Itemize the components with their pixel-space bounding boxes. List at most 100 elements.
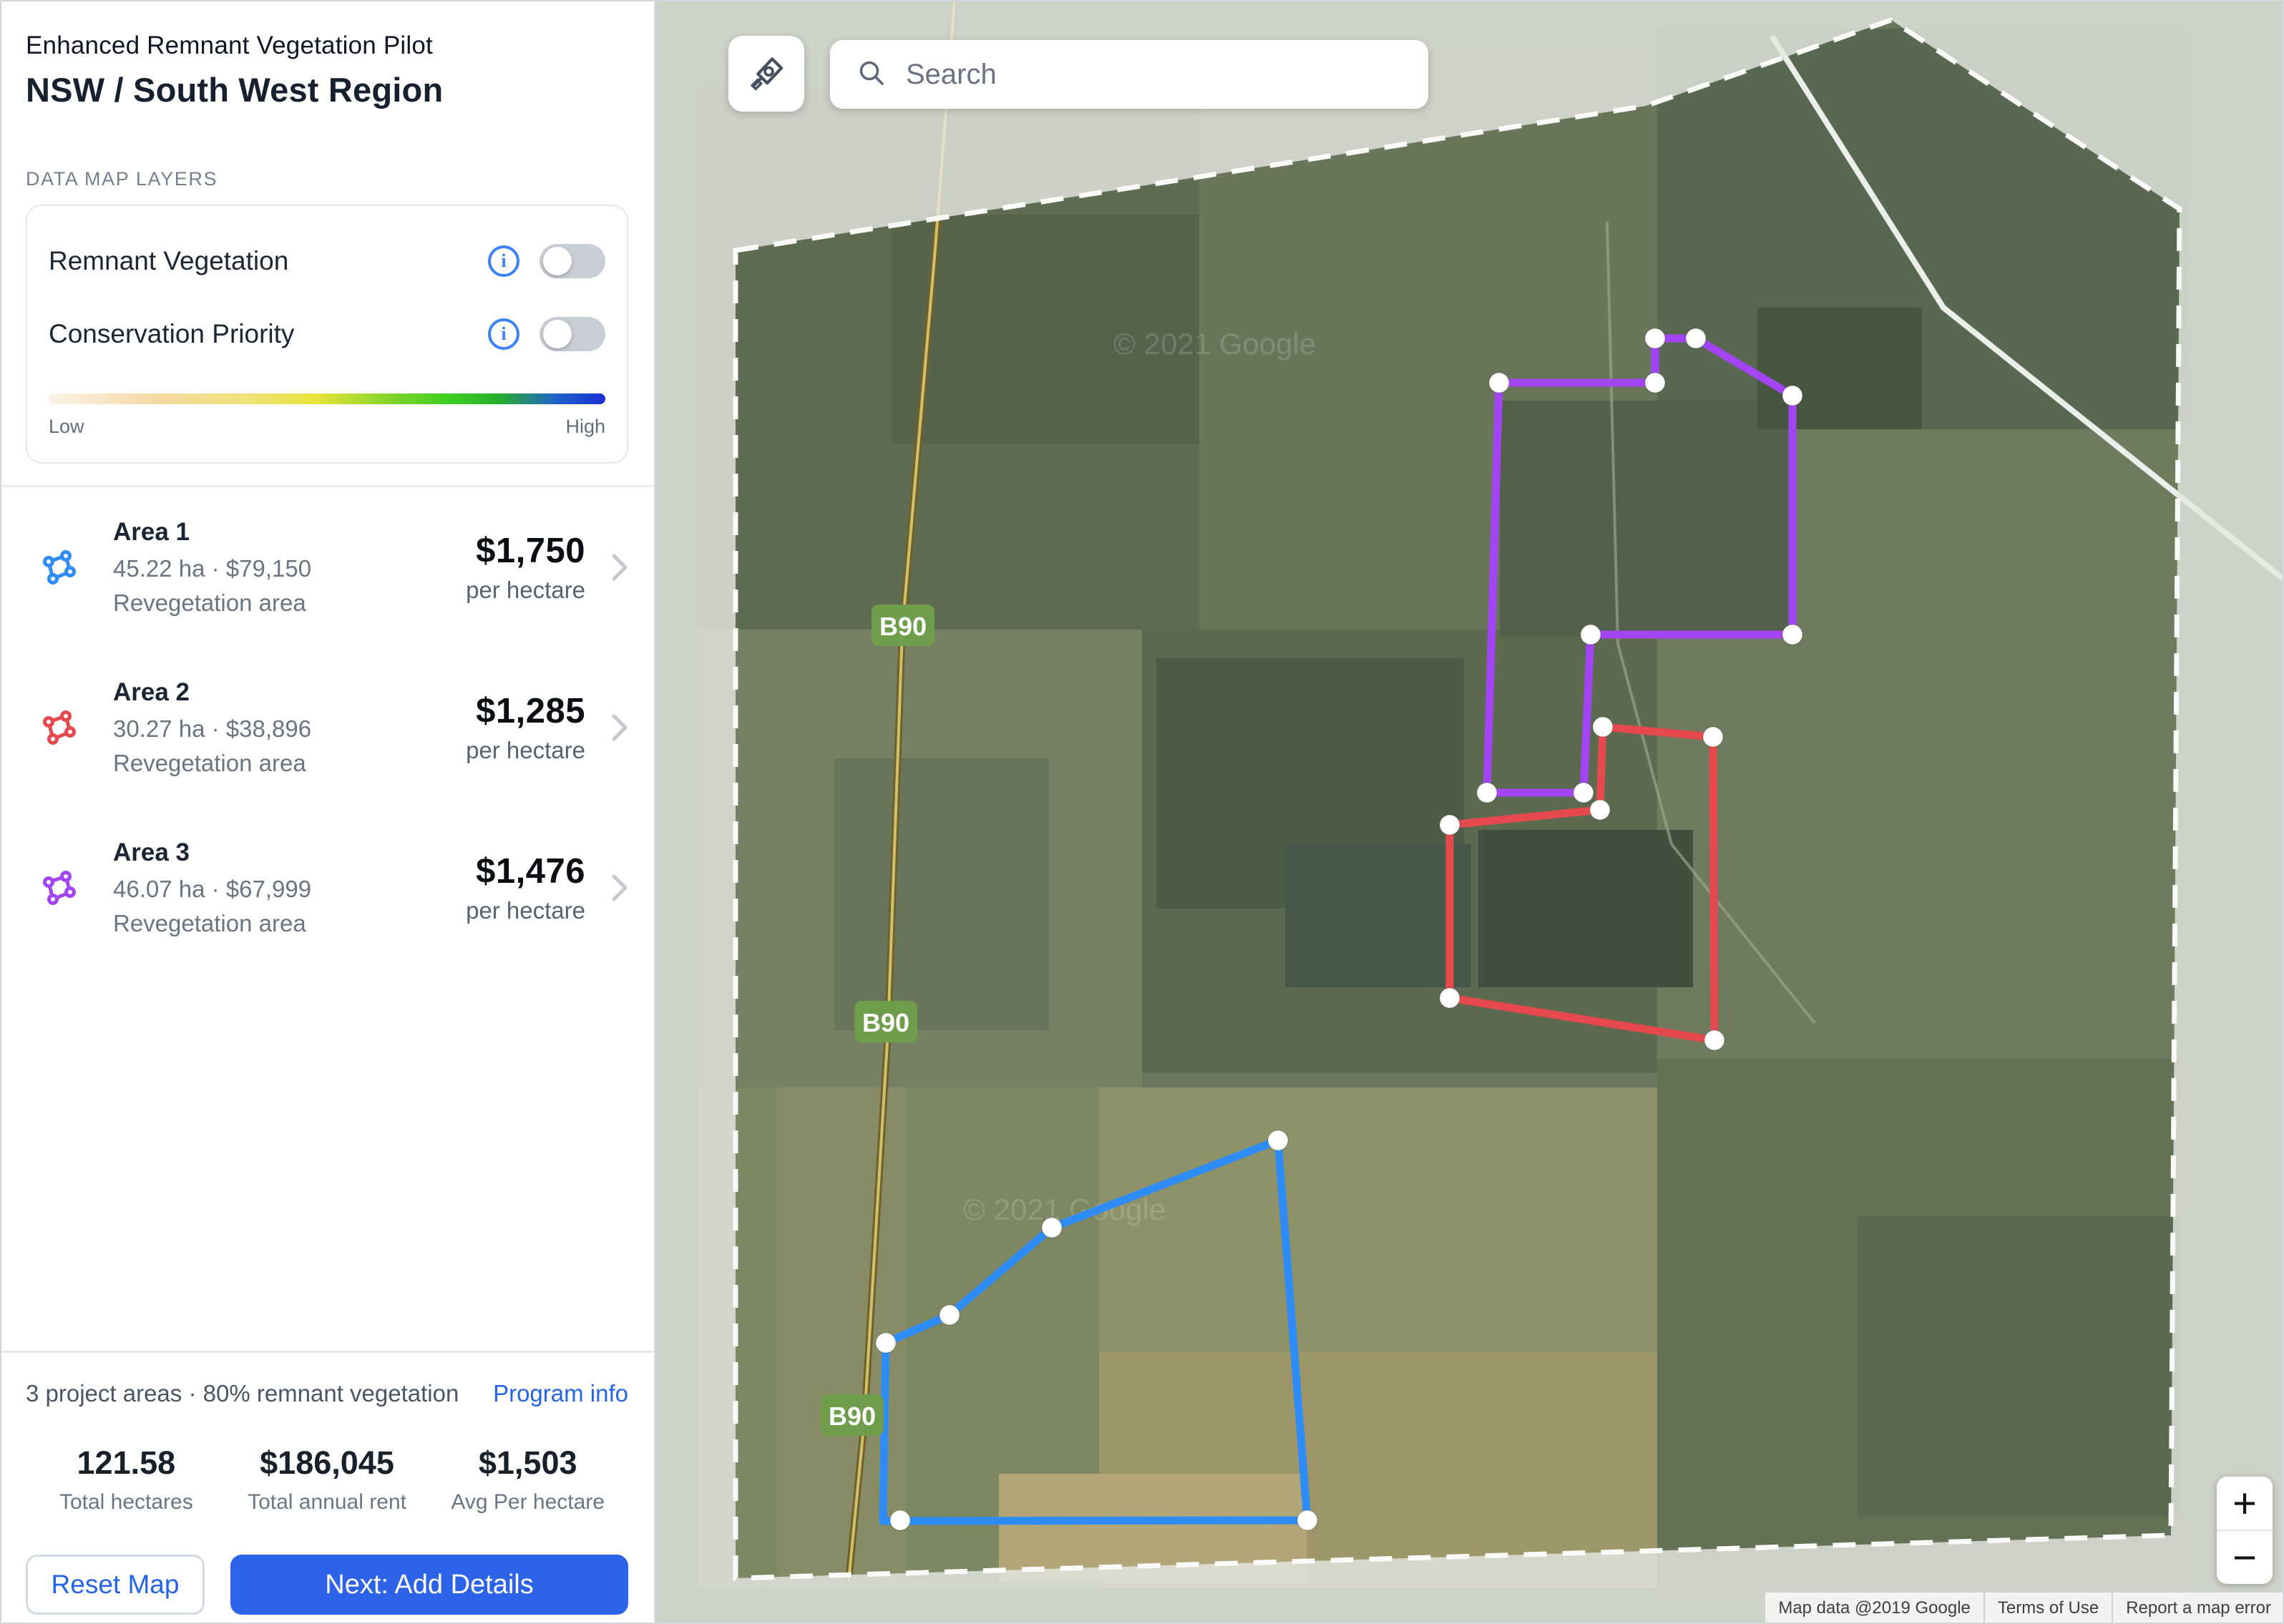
total-hectares-value: 121.58 bbox=[77, 1444, 176, 1481]
data-map-layers-card: Remnant Vegetation i Conservation Priori… bbox=[26, 205, 628, 464]
chevron-right-icon bbox=[604, 547, 635, 587]
svg-text:© 2021 Google: © 2021 Google bbox=[1113, 327, 1316, 361]
vertex-handle[interactable] bbox=[1439, 814, 1460, 836]
legend-high-label: High bbox=[565, 416, 605, 437]
polygon-icon bbox=[42, 871, 76, 905]
field-patchwork bbox=[698, 29, 2187, 1603]
area-details: 46.07 ha · $67,999 bbox=[113, 876, 312, 902]
area-type: Revegetation area bbox=[113, 590, 306, 616]
road-badges: B90 B90 B90 bbox=[821, 605, 934, 1436]
legend-low-label: Low bbox=[49, 416, 84, 437]
vertex-handle[interactable] bbox=[875, 1332, 897, 1354]
area-name: Area 1 bbox=[113, 518, 190, 546]
property-boundary bbox=[733, 17, 2182, 1581]
total-rent-label: Total annual rent bbox=[248, 1490, 406, 1514]
vertex-handle[interactable] bbox=[1580, 624, 1601, 645]
outside-boundary-mask bbox=[655, 0, 2284, 1624]
svg-text:B90: B90 bbox=[862, 1008, 909, 1037]
info-icon[interactable]: i bbox=[488, 318, 519, 350]
map-attribution: Map data @2019 Google Terms of Use Repor… bbox=[1765, 1593, 2284, 1624]
map-data-credit: Map data @2019 Google bbox=[1778, 1598, 1971, 1618]
program-info-link[interactable]: Program info bbox=[493, 1380, 628, 1407]
pen-nib-icon bbox=[746, 52, 786, 96]
sidebar-footer: 3 project areas · 80% remnant vegetation… bbox=[0, 1351, 654, 1624]
vertex-handle[interactable] bbox=[1267, 1130, 1289, 1151]
polygon-icon bbox=[42, 550, 76, 584]
zoom-out-button[interactable]: − bbox=[2232, 1534, 2257, 1581]
svg-text:B90: B90 bbox=[879, 612, 927, 641]
area-row-3[interactable]: Area 3 46.07 ha · $67,999 Revegetation a… bbox=[0, 808, 654, 968]
layer-row-remnant-vegetation: Remnant Vegetation i bbox=[49, 233, 605, 289]
avg-per-hectare-label: Avg Per hectare bbox=[451, 1490, 605, 1514]
area-name: Area 2 bbox=[113, 678, 190, 706]
conservation-priority-toggle[interactable] bbox=[540, 317, 605, 351]
terms-of-use-link[interactable]: Terms of Use bbox=[1983, 1593, 2112, 1624]
program-title: Enhanced Remnant Vegetation Pilot bbox=[26, 31, 433, 59]
vertex-handle[interactable] bbox=[1041, 1217, 1063, 1238]
svg-text:B90: B90 bbox=[829, 1402, 876, 1431]
area-price: $1,285 bbox=[476, 692, 585, 730]
reset-map-button[interactable]: Reset Map bbox=[26, 1555, 205, 1615]
vertex-handle[interactable] bbox=[1592, 716, 1614, 738]
vertex-handle[interactable] bbox=[1685, 328, 1707, 349]
area-3-polygon[interactable] bbox=[1483, 334, 1797, 797]
project-summary: 3 project areas · 80% remnant vegetation bbox=[26, 1380, 459, 1407]
total-hectares-label: Total hectares bbox=[59, 1490, 193, 1514]
area-row-2[interactable]: Area 2 30.27 ha · $38,896 Revegetation a… bbox=[0, 647, 654, 808]
layer-label: Conservation Priority bbox=[49, 319, 295, 348]
zoom-in-button[interactable]: + bbox=[2232, 1479, 2257, 1527]
priority-gradient-legend bbox=[49, 393, 605, 404]
area-type: Revegetation area bbox=[113, 910, 306, 936]
area-name: Area 3 bbox=[113, 838, 190, 866]
vertex-handle[interactable] bbox=[1488, 372, 1510, 393]
vertex-handle[interactable] bbox=[1782, 385, 1803, 406]
draw-polygon-tool-button[interactable] bbox=[728, 36, 804, 112]
vertex-handle[interactable] bbox=[1644, 328, 1666, 349]
search-icon bbox=[856, 57, 887, 92]
polygon-icon bbox=[42, 710, 76, 745]
area-row-1[interactable]: Area 1 45.22 ha · $79,150 Revegetation a… bbox=[0, 487, 654, 647]
area-price: $1,476 bbox=[476, 852, 585, 891]
vertex-handle[interactable] bbox=[889, 1510, 911, 1531]
vertex-handle[interactable] bbox=[939, 1304, 960, 1326]
vertex-handle[interactable] bbox=[1704, 1029, 1725, 1051]
vertex-handle[interactable] bbox=[1589, 799, 1611, 821]
info-icon[interactable]: i bbox=[488, 245, 519, 277]
area-details: 30.27 ha · $38,896 bbox=[113, 715, 312, 742]
divider bbox=[0, 485, 654, 487]
avg-per-hectare-value: $1,503 bbox=[478, 1444, 577, 1481]
sidebar: Enhanced Remnant Vegetation Pilot NSW / … bbox=[0, 0, 655, 1624]
map-zoom-control: + − bbox=[2217, 1477, 2273, 1584]
vertex-handle[interactable] bbox=[1297, 1510, 1318, 1531]
report-map-error-link[interactable]: Report a map error bbox=[2112, 1593, 2284, 1624]
vertex-handle[interactable] bbox=[1573, 782, 1594, 803]
vertex-handle[interactable] bbox=[1782, 624, 1803, 645]
area-price-unit: per hectare bbox=[466, 897, 585, 924]
chevron-right-icon bbox=[604, 708, 635, 748]
vertex-handle[interactable] bbox=[1476, 782, 1498, 803]
page-title: NSW / South West Region bbox=[26, 71, 444, 109]
total-rent-value: $186,045 bbox=[260, 1444, 394, 1481]
layer-row-conservation-priority: Conservation Priority i bbox=[49, 306, 605, 362]
vertex-handle[interactable] bbox=[1644, 372, 1666, 393]
map-search-input[interactable]: Search bbox=[830, 40, 1428, 109]
map-canvas[interactable]: © 2021 Google © 2021 Google B90 B90 B90 bbox=[655, 0, 2284, 1624]
vertex-handle[interactable] bbox=[1439, 987, 1460, 1009]
next-add-details-button[interactable]: Next: Add Details bbox=[230, 1555, 628, 1615]
divider bbox=[2217, 1530, 2273, 1531]
layer-label: Remnant Vegetation bbox=[49, 246, 289, 275]
remnant-vegetation-toggle[interactable] bbox=[540, 244, 605, 278]
chevron-right-icon bbox=[604, 868, 635, 908]
toggle-knob bbox=[543, 247, 572, 275]
area-price-unit: per hectare bbox=[466, 577, 585, 603]
area-price: $1,750 bbox=[476, 532, 585, 570]
toggle-knob bbox=[543, 320, 572, 348]
layers-section-label: DATA MAP LAYERS bbox=[26, 168, 218, 190]
area-price-unit: per hectare bbox=[466, 737, 585, 763]
area-details: 45.22 ha · $79,150 bbox=[113, 555, 312, 582]
vertex-handle[interactable] bbox=[1702, 726, 1724, 748]
search-placeholder: Search bbox=[906, 58, 997, 90]
polygon-vertex-handles[interactable] bbox=[875, 328, 1803, 1531]
